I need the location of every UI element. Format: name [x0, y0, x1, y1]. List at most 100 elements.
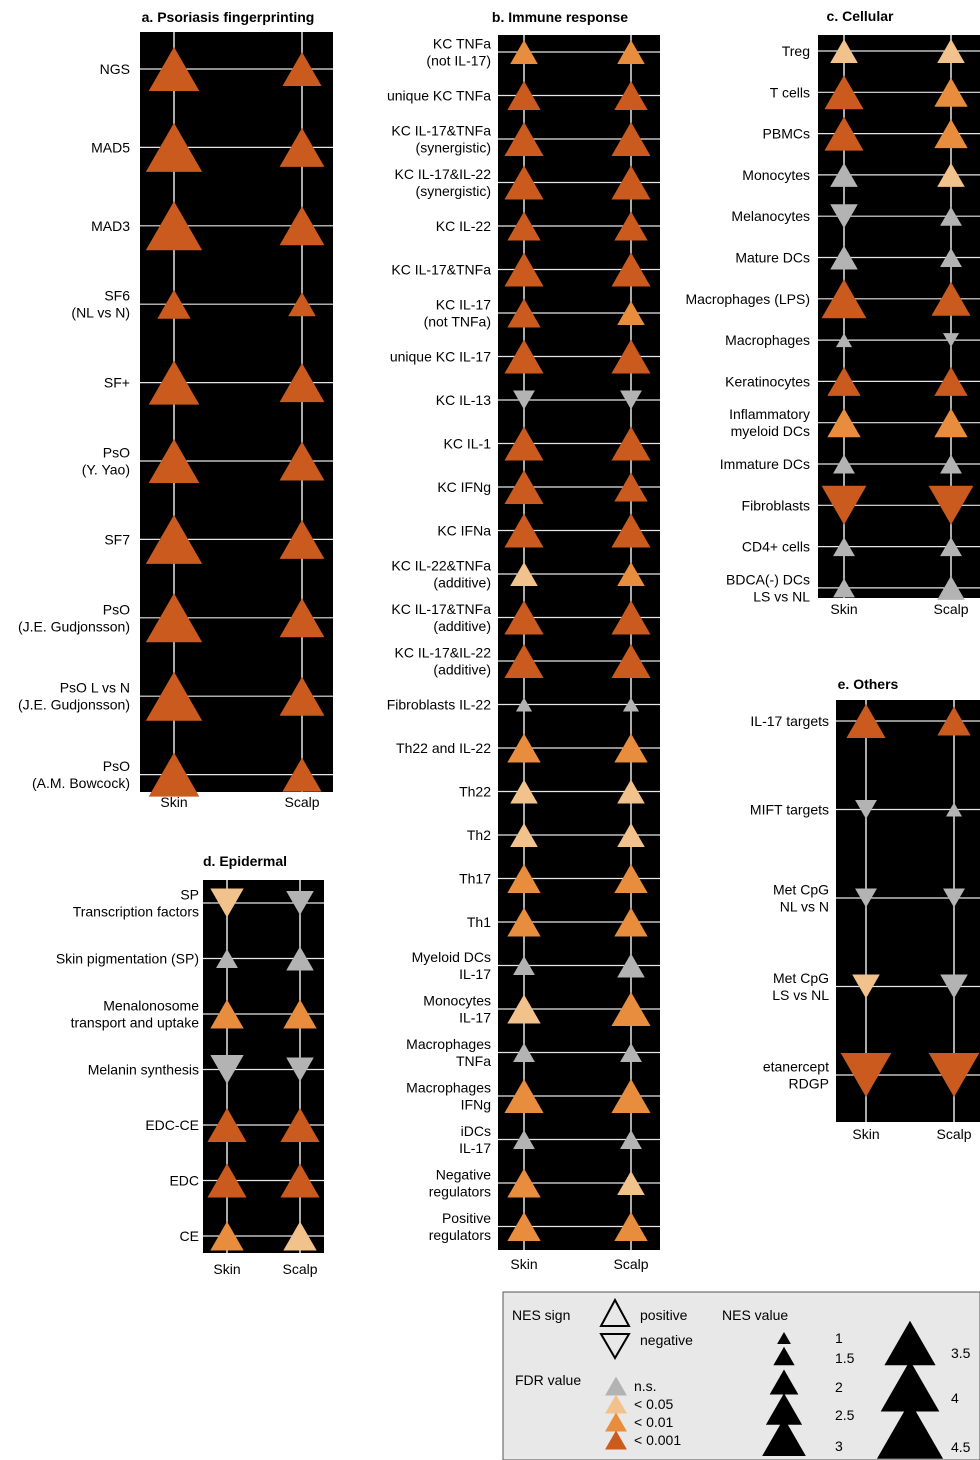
skin-triangle-marker: [207, 1163, 247, 1198]
panel-a-title: a. Psoriasis fingerprinting: [142, 9, 315, 25]
row-label: unique KC IL-17: [390, 349, 491, 365]
skin-triangle-marker: [827, 366, 861, 396]
skin-triangle-marker: [504, 1079, 544, 1113]
skin-triangle-marker: [824, 75, 864, 110]
scalp-triangle-marker: [279, 676, 325, 716]
legend-fdr-triangle-marker: [605, 1394, 627, 1414]
skin-triangle-marker: [510, 779, 538, 804]
column-header-skin: Skin: [160, 794, 187, 810]
skin-triangle-marker: [830, 245, 858, 270]
row-label: Macrophages (LPS): [685, 291, 810, 307]
scalp-triangle-marker: [611, 644, 651, 678]
scalp-triangle-marker: [282, 52, 322, 86]
row-label: regulators: [429, 1227, 491, 1243]
scalp-triangle-marker: [937, 706, 971, 736]
row-label: Th22: [459, 784, 491, 800]
scalp-triangle-marker: [611, 992, 651, 1026]
row-label: KC IFNg: [437, 479, 491, 495]
skin-triangle-marker: [852, 974, 880, 999]
skin-triangle-marker: [504, 252, 544, 287]
row-label: KC IL-13: [436, 392, 491, 408]
scalp-triangle-marker: [942, 333, 960, 348]
scalp-triangle-marker: [934, 408, 968, 438]
skin-triangle-marker: [145, 593, 203, 643]
row-label: (J.E. Gudjonsson): [18, 697, 130, 713]
legend-nes-triangle-marker: [773, 1346, 795, 1366]
legend-negative-label: negative: [640, 1332, 693, 1348]
scalp-triangle-marker: [945, 802, 963, 817]
skin-triangle-marker: [145, 201, 203, 251]
row-label: IL-17 targets: [750, 713, 829, 729]
column-header-scalp: Scalp: [933, 601, 968, 617]
scalp-triangle-marker: [280, 1108, 320, 1142]
legend-fdr-title: FDR value: [515, 1372, 581, 1388]
row-label: (A.M. Bowcock): [32, 775, 130, 791]
row-label: (additive): [433, 618, 491, 634]
row-label: Inflammatory: [729, 406, 810, 422]
scalp-triangle-marker: [934, 77, 968, 107]
row-label: Macrophages: [406, 1080, 491, 1096]
row-label: (NL vs N): [71, 305, 130, 321]
scalp-triangle-marker: [283, 999, 317, 1029]
skin-triangle-marker: [210, 1221, 244, 1251]
scalp-triangle-marker: [611, 165, 651, 200]
skin-triangle-marker: [145, 514, 203, 564]
skin-triangle-marker: [833, 578, 855, 598]
skin-triangle-marker: [207, 1108, 247, 1142]
skin-triangle-marker: [504, 165, 544, 200]
column-header-scalp: Scalp: [282, 1261, 317, 1277]
row-label: Negative: [436, 1167, 491, 1183]
skin-triangle-marker: [148, 360, 200, 405]
skin-triangle-marker: [507, 81, 541, 110]
scalp-triangle-marker: [614, 907, 648, 937]
row-label: transport and uptake: [71, 1015, 200, 1031]
skin-triangle-marker: [148, 47, 200, 91]
row-label: Skin pigmentation (SP): [56, 951, 199, 967]
scalp-triangle-marker: [611, 1079, 651, 1113]
skin-triangle-marker: [504, 470, 544, 504]
row-label: KC IL-17&IL-22: [395, 166, 492, 182]
scalp-triangle-marker: [934, 119, 968, 149]
skin-triangle-marker: [504, 426, 544, 461]
scalp-triangle-marker: [614, 1212, 648, 1241]
skin-triangle-marker: [835, 333, 853, 348]
scalp-triangle-marker: [937, 162, 965, 187]
scalp-triangle-marker: [614, 864, 648, 893]
row-label: MAD5: [91, 139, 130, 155]
skin-triangle-marker: [157, 289, 191, 319]
scalp-triangle-marker: [937, 39, 965, 63]
row-label: Th17: [459, 871, 491, 887]
legend-fdr-triangle-marker: [605, 1412, 627, 1432]
legend-nes-triangle-marker: [880, 1360, 940, 1412]
row-label: MIFT targets: [750, 802, 829, 818]
row-label: RDGP: [789, 1076, 829, 1092]
skin-triangle-marker: [824, 116, 864, 151]
row-label: LS vs NL: [753, 588, 810, 604]
scalp-triangle-marker: [279, 206, 325, 246]
scalp-triangle-marker: [620, 1043, 642, 1062]
row-label: KC IFNa: [437, 523, 491, 539]
legend-nes-triangle-marker: [884, 1320, 936, 1366]
row-label: PsO: [103, 758, 130, 774]
row-label: KC TNFa: [433, 36, 491, 52]
column-header-skin: Skin: [830, 601, 857, 617]
row-label: IFNg: [461, 1097, 491, 1113]
skin-triangle-marker: [148, 752, 200, 797]
row-label: Melanocytes: [731, 208, 810, 224]
panel-c-title: c. Cellular: [827, 8, 894, 24]
legend-nes-triangle-marker: [769, 1369, 799, 1395]
skin-triangle-marker: [507, 298, 541, 328]
row-label: Met CpG: [773, 970, 829, 986]
row-label: Monocytes: [742, 167, 810, 183]
skin-triangle-marker: [216, 949, 238, 968]
legend-positive-label: positive: [640, 1307, 688, 1323]
skin-triangle-marker: [827, 408, 861, 438]
column-header-skin: Skin: [213, 1261, 240, 1277]
scalp-triangle-marker: [279, 363, 325, 403]
scalp-triangle-marker: [614, 733, 648, 763]
scalp-triangle-marker: [279, 441, 325, 481]
row-label: regulators: [429, 1184, 491, 1200]
skin-triangle-marker: [510, 823, 538, 847]
legend-nes-label: 3.5: [951, 1345, 971, 1361]
